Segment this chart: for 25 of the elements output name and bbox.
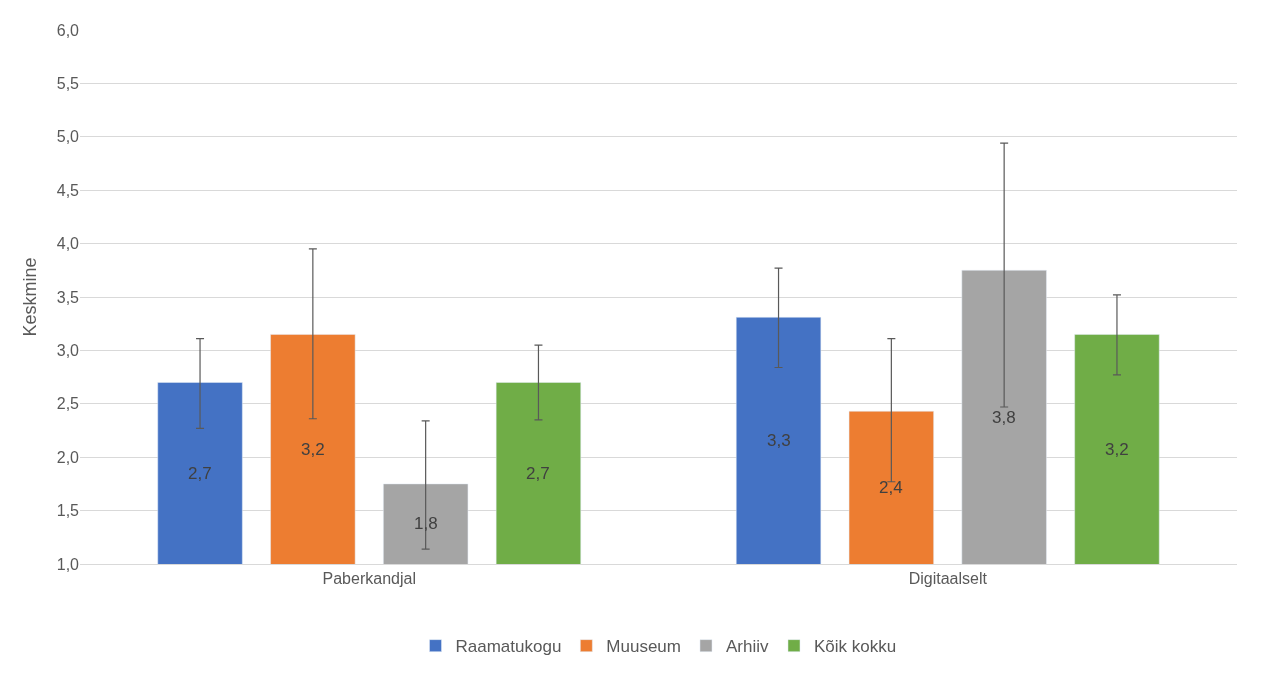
y-tick-label: 6,0 [56, 21, 80, 39]
data-label: 3,3 [767, 431, 791, 450]
legend-label: Arhiiv [725, 637, 769, 657]
legend-label: Kõik kokku [813, 637, 897, 657]
data-label: 2,4 [879, 478, 903, 497]
y-tick-label: 2,5 [56, 395, 80, 413]
y-axis-title: Keskmine [19, 257, 40, 337]
data-label: 3,2 [1105, 440, 1129, 459]
y-tick-label: 4,5 [56, 181, 80, 199]
y-tick-label: 2,0 [56, 448, 80, 466]
y-tick-label: 5,5 [56, 75, 80, 92]
data-label: 2,7 [526, 464, 550, 483]
legend-label: Muuseum [606, 637, 681, 657]
data-label: 3,2 [301, 440, 325, 459]
y-tick-label: 5,0 [56, 128, 80, 146]
y-tick-label: 3,0 [56, 342, 80, 359]
y-tick-label: 1,0 [56, 555, 80, 573]
x-tick-label: Paberkandjal [322, 570, 416, 588]
y-tick-label: 4,0 [56, 235, 80, 253]
legend-label: Raamatukogu [455, 637, 562, 657]
y-tick-label: 3,5 [56, 288, 80, 306]
data-label: 3,8 [992, 408, 1016, 427]
x-tick-label: Digitaalselt [908, 570, 988, 588]
data-label: 2,7 [188, 464, 212, 483]
y-tick-label: 1,5 [56, 502, 80, 520]
